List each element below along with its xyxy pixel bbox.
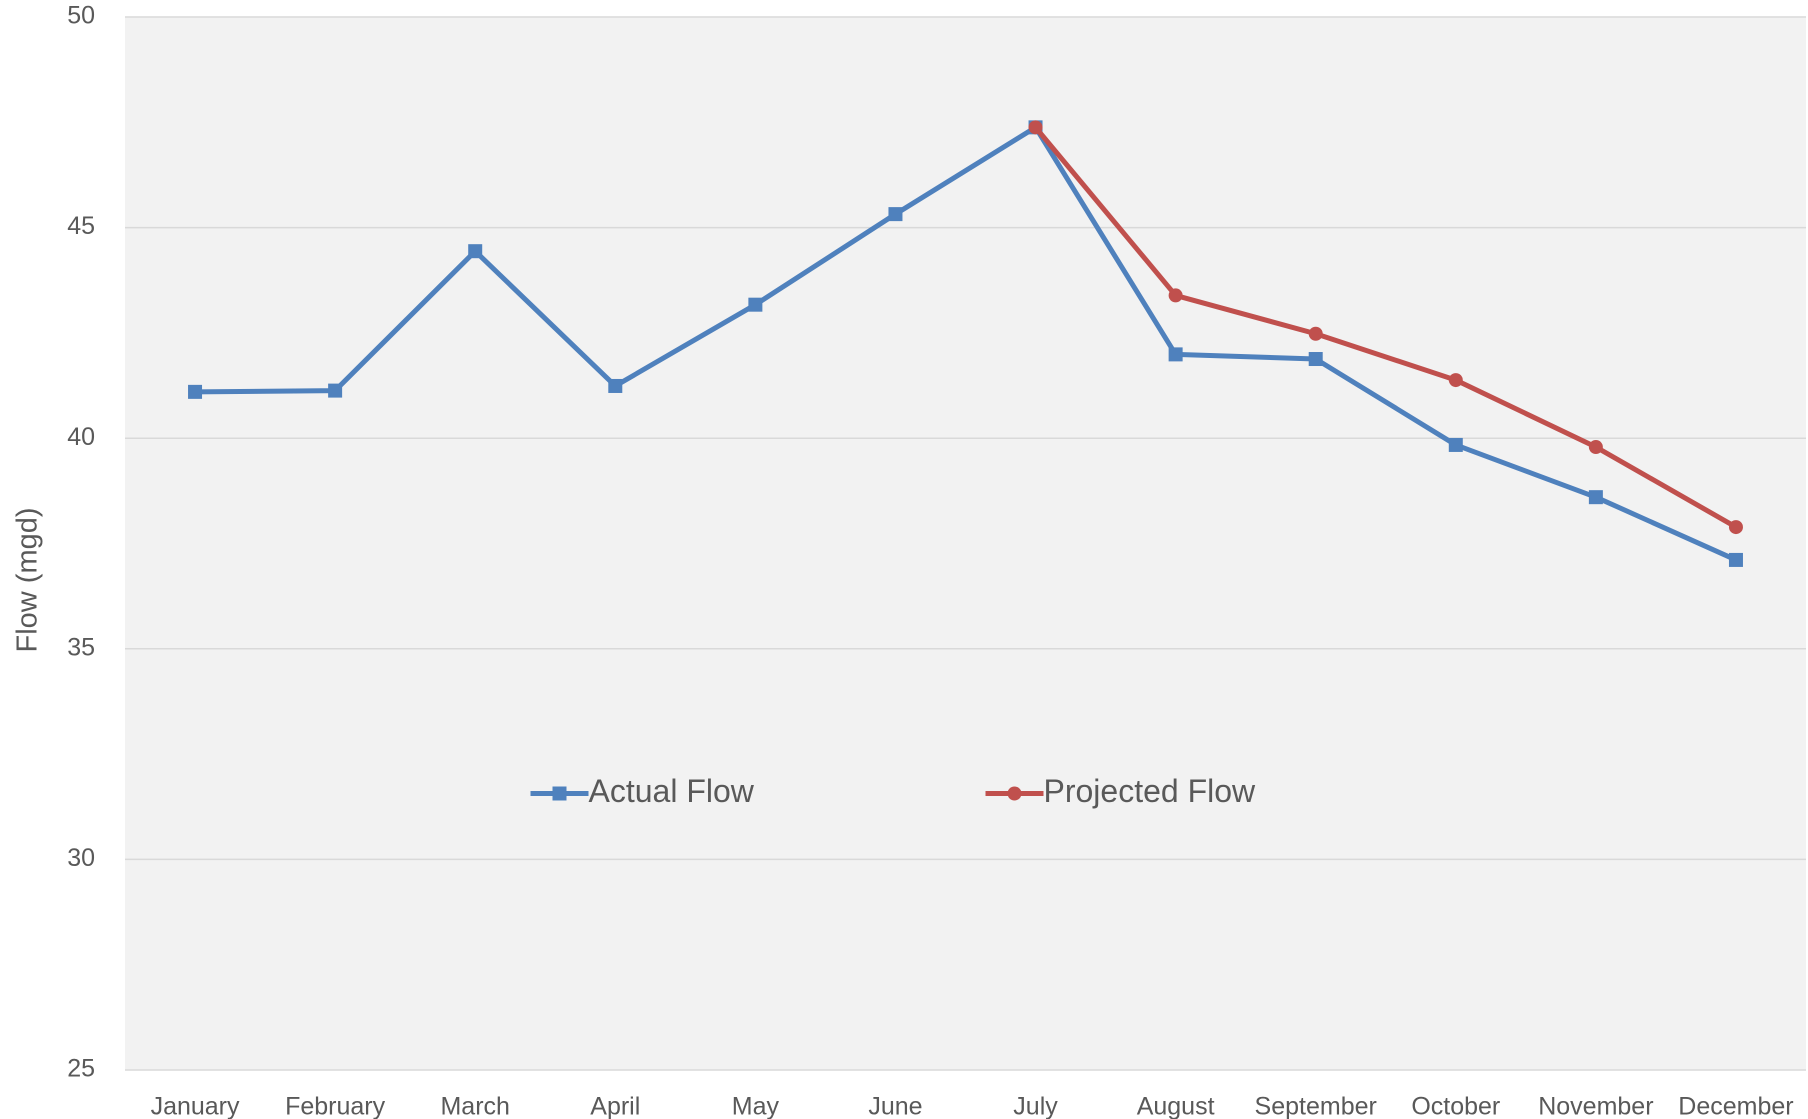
y-tick-label: 35 bbox=[67, 633, 95, 661]
y-axis-label: Flow (mgd) bbox=[12, 507, 44, 652]
y-tick-label: 40 bbox=[67, 423, 95, 451]
data-point bbox=[1588, 440, 1603, 455]
data-point bbox=[1588, 490, 1603, 505]
x-tick-label: October bbox=[1411, 1093, 1500, 1119]
data-point bbox=[328, 383, 343, 398]
y-tick-label: 30 bbox=[67, 844, 95, 872]
legend-marker bbox=[552, 786, 567, 801]
data-point bbox=[748, 297, 763, 312]
x-tick-label: January bbox=[151, 1093, 240, 1119]
x-tick-label: December bbox=[1678, 1093, 1793, 1119]
x-tick-label: May bbox=[732, 1093, 780, 1119]
y-tick-label: 50 bbox=[67, 2, 95, 30]
data-point bbox=[468, 244, 483, 259]
x-tick-label: November bbox=[1538, 1093, 1653, 1119]
data-point bbox=[1728, 520, 1743, 535]
x-tick-label: September bbox=[1255, 1093, 1377, 1119]
data-point bbox=[1168, 347, 1183, 362]
legend-label: Actual Flow bbox=[589, 773, 755, 809]
data-point bbox=[1308, 352, 1323, 367]
data-point bbox=[188, 384, 203, 399]
series-line bbox=[1033, 125, 1738, 530]
legend-label: Projected Flow bbox=[1044, 773, 1257, 809]
y-tick-label: 25 bbox=[67, 1055, 95, 1083]
data-point bbox=[1168, 288, 1183, 303]
x-tick-label: August bbox=[1137, 1093, 1215, 1119]
data-point bbox=[1728, 552, 1743, 567]
x-tick-label: July bbox=[1013, 1093, 1058, 1119]
data-point bbox=[1028, 120, 1043, 135]
x-tick-label: June bbox=[868, 1093, 922, 1119]
y-tick-label: 45 bbox=[67, 212, 95, 240]
x-tick-label: February bbox=[285, 1093, 386, 1119]
x-tick-label: March bbox=[440, 1093, 509, 1119]
plot-area bbox=[125, 17, 1806, 1070]
data-point bbox=[888, 207, 903, 222]
data-point bbox=[1448, 437, 1463, 452]
x-tick-label: April bbox=[590, 1093, 640, 1119]
data-point bbox=[1308, 326, 1323, 341]
data-point bbox=[1448, 373, 1463, 388]
legend-marker bbox=[1007, 786, 1022, 801]
data-point bbox=[608, 378, 623, 393]
series-line bbox=[195, 124, 1737, 563]
